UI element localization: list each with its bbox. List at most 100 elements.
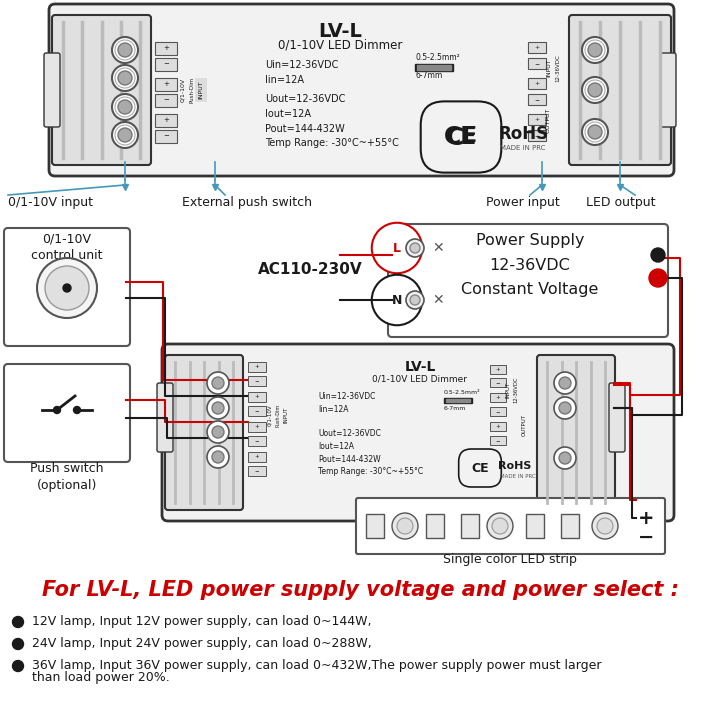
Circle shape (45, 266, 89, 310)
Text: −: − (495, 380, 500, 385)
Circle shape (207, 397, 229, 419)
Bar (561, 514, 579, 538)
Bar (528, 42, 546, 53)
Text: ✕: ✕ (432, 241, 444, 255)
Circle shape (588, 125, 602, 139)
Bar (155, 42, 177, 55)
Text: OUTPUT: OUTPUT (546, 107, 551, 132)
Circle shape (649, 269, 667, 287)
Text: 12-36VDC: 12-36VDC (513, 377, 518, 403)
Text: Push-Dim: Push-Dim (189, 77, 194, 103)
Text: −: − (495, 438, 500, 443)
Text: +: + (163, 45, 169, 52)
Text: Power input: Power input (486, 196, 559, 209)
Bar (248, 466, 266, 476)
Text: −: − (163, 97, 169, 104)
Bar (526, 514, 544, 538)
Text: than load power 20%.: than load power 20%. (32, 672, 170, 685)
Circle shape (597, 518, 613, 534)
Bar (155, 114, 177, 127)
Circle shape (651, 248, 665, 262)
Circle shape (410, 295, 420, 305)
Circle shape (559, 377, 571, 389)
Text: −: − (255, 379, 259, 384)
Circle shape (12, 639, 24, 649)
FancyBboxPatch shape (162, 344, 674, 521)
Text: +: + (255, 364, 259, 369)
Text: MADE IN PRC: MADE IN PRC (500, 145, 545, 151)
Circle shape (492, 518, 508, 534)
Circle shape (592, 513, 618, 539)
Text: 0.5-2.5mm²: 0.5-2.5mm² (415, 53, 460, 63)
Text: −: − (534, 97, 539, 102)
Circle shape (588, 43, 602, 57)
FancyBboxPatch shape (569, 15, 671, 165)
FancyBboxPatch shape (4, 228, 130, 346)
Text: 0.5-2.5mm²: 0.5-2.5mm² (444, 390, 481, 395)
Text: OUTPUT: OUTPUT (521, 414, 526, 436)
Circle shape (487, 513, 513, 539)
Circle shape (112, 122, 138, 148)
Text: +: + (255, 425, 259, 430)
Text: +: + (534, 45, 539, 50)
Circle shape (118, 128, 132, 142)
Bar (490, 393, 506, 402)
Text: LED output: LED output (586, 196, 655, 209)
Text: L: L (393, 241, 401, 254)
Text: RoHS: RoHS (498, 461, 531, 471)
FancyBboxPatch shape (165, 355, 243, 510)
Text: INPUT: INPUT (505, 382, 510, 398)
Bar (366, 514, 384, 538)
Text: 36V lamp, Input 36V power supply, can load 0~432W,The power supply power must la: 36V lamp, Input 36V power supply, can lo… (32, 660, 601, 672)
Text: +: + (534, 81, 539, 86)
FancyBboxPatch shape (4, 364, 130, 462)
Text: INPUT: INPUT (199, 81, 204, 99)
Text: Uout=12-36VDC
Iout=12A
Pout=144-432W
Temp Range: -30°C~+55°C: Uout=12-36VDC Iout=12A Pout=144-432W Tem… (265, 94, 399, 148)
Circle shape (559, 402, 571, 414)
Circle shape (406, 291, 424, 309)
Text: +: + (638, 508, 654, 528)
Circle shape (410, 243, 420, 253)
Circle shape (582, 77, 608, 103)
Bar (248, 422, 266, 432)
FancyBboxPatch shape (356, 498, 665, 554)
Text: 24V lamp, Input 24V power supply, can load 0~288W,: 24V lamp, Input 24V power supply, can lo… (32, 637, 372, 650)
Circle shape (212, 426, 224, 438)
Text: +: + (495, 424, 500, 429)
Text: 0/1-10V
control unit: 0/1-10V control unit (31, 232, 103, 262)
Text: INPUT: INPUT (284, 407, 289, 423)
Text: 0/1-10V: 0/1-10V (268, 404, 272, 426)
Circle shape (63, 284, 71, 292)
Circle shape (207, 446, 229, 468)
Text: 6-7mm: 6-7mm (444, 405, 467, 410)
Bar (248, 362, 266, 372)
Circle shape (212, 402, 224, 414)
Bar (248, 406, 266, 416)
Circle shape (212, 377, 224, 389)
Circle shape (112, 37, 138, 63)
Text: 0/1-10V: 0/1-10V (181, 78, 186, 102)
Text: Uin=12-36VDC
Iin=12A: Uin=12-36VDC Iin=12A (265, 60, 338, 85)
FancyBboxPatch shape (537, 355, 615, 510)
FancyBboxPatch shape (157, 383, 173, 452)
FancyBboxPatch shape (660, 53, 676, 127)
Circle shape (554, 447, 576, 469)
Text: −: − (163, 61, 169, 68)
Bar (528, 78, 546, 89)
Text: +: + (163, 117, 169, 124)
Text: 6-7mm: 6-7mm (415, 71, 442, 81)
Bar (490, 422, 506, 431)
Text: 12-36VDC: 12-36VDC (556, 54, 560, 82)
Text: CE: CE (444, 125, 477, 149)
Bar (461, 514, 479, 538)
Text: INPUT: INPUT (546, 59, 552, 77)
Text: 0/1-10V LED Dimmer: 0/1-10V LED Dimmer (372, 374, 467, 383)
Bar (155, 58, 177, 71)
FancyBboxPatch shape (49, 4, 674, 176)
Circle shape (582, 119, 608, 145)
Circle shape (112, 94, 138, 120)
Bar (248, 436, 266, 446)
Bar (490, 407, 506, 416)
Text: −: − (638, 528, 654, 546)
Text: +: + (534, 117, 539, 122)
